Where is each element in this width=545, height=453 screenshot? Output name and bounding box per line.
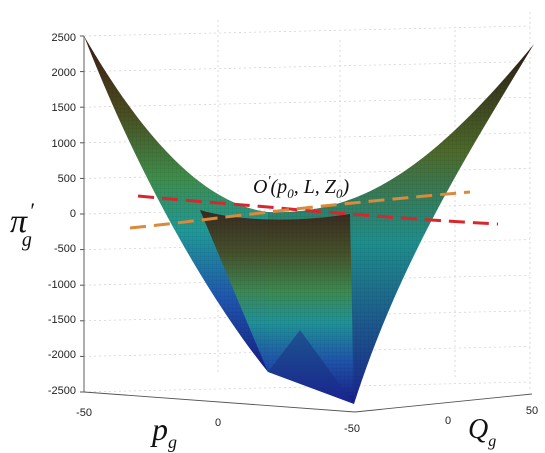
z-grid-line [83, 25, 531, 37]
dashed-curves [129, 190, 499, 230]
y-tick-label: 0 [445, 415, 451, 427]
z-tick-label: -2000 [48, 349, 76, 361]
z-tick-label: 1000 [52, 138, 76, 150]
y-tick-labels: 0 50 [445, 405, 538, 427]
x-tick-label: -50 [344, 423, 360, 435]
surface [84, 36, 534, 404]
z-grid-line [83, 274, 531, 286]
z-tick-label: 500 [58, 173, 76, 185]
z-tick-label: -1500 [48, 314, 76, 326]
z-tick-label: 2000 [52, 67, 76, 79]
y-axis-label: Qg [468, 414, 496, 450]
z-tick-label: -1000 [48, 279, 76, 291]
z-tick-label: -2500 [48, 385, 76, 397]
x-tick-label: -50 [76, 407, 92, 419]
x-tick-labels: -50 0 -50 [76, 407, 360, 435]
z-grid-line [83, 239, 531, 250]
z-tick-label: -500 [54, 243, 76, 255]
z-axis-label: π′ g [10, 198, 35, 251]
x-tick-label: 0 [215, 417, 221, 429]
x-axis-label: pg [150, 411, 177, 452]
axes [83, 36, 533, 413]
z-grid-line [83, 381, 531, 393]
z-grid-line [83, 96, 531, 108]
z-grid-line [83, 61, 531, 72]
red-dashed-curve [137, 194, 499, 226]
z-grid-line [83, 346, 531, 357]
orange-dashed-curve [129, 190, 471, 230]
z-tick-labels: 2500 2000 1500 1000 500 0 -500 -1000 -15… [48, 32, 76, 397]
z-grid-line [83, 203, 531, 215]
y-tick-label: 50 [526, 405, 538, 417]
z-tick-label: 2500 [52, 32, 76, 44]
optimum-point-label: O′(p0, L, Z0) [253, 174, 349, 201]
z-tick-label: 0 [70, 208, 76, 220]
z-grid-line [83, 310, 531, 322]
z-tick-label: 1500 [52, 102, 76, 114]
